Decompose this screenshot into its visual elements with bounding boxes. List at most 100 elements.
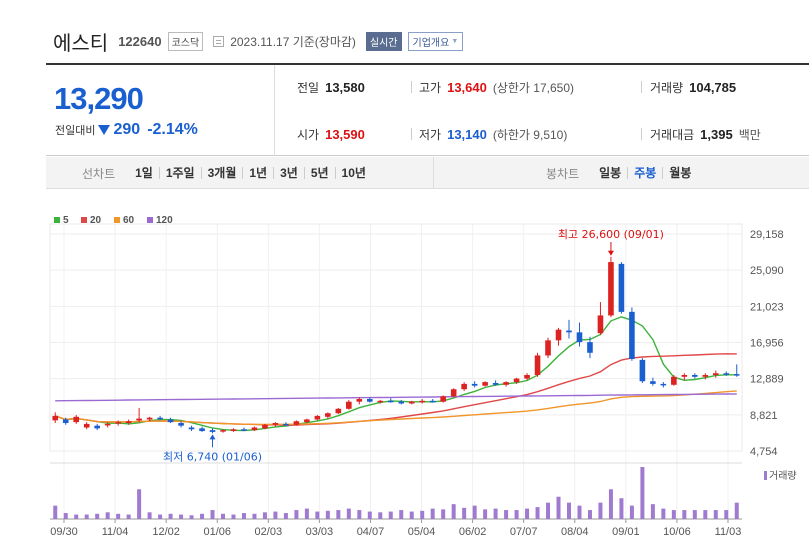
x-tick-label: 06/02 [459,526,487,538]
candle-daily[interactable]: 일봉 [599,166,622,180]
candle-body [534,355,541,376]
candle-body [471,383,478,386]
low-arrow-head [209,434,216,440]
period-5y[interactable]: 5년 [303,167,335,179]
x-tick-label: 03/03 [306,526,334,538]
candle-body [230,429,237,432]
x-tick-label: 09/01 [612,526,640,538]
stat-value: 13,640 [447,80,487,95]
x-tick-label: 04/07 [357,526,385,538]
candle-body [209,430,216,432]
candle-body [513,378,520,383]
candle-body [398,401,405,404]
volume-bar [514,510,519,519]
stat-value: 104,785 [689,80,737,95]
stat-value: 1,395 [700,127,733,142]
candle-body [660,383,667,386]
candle-body [167,419,174,423]
candle-body [220,430,226,432]
volume-bar [703,510,708,519]
candle-body [429,400,436,403]
volume-bar [713,510,718,519]
volume-bar [598,502,603,519]
candle-body [115,422,121,424]
period-3y[interactable]: 3년 [273,167,304,179]
company-info-button[interactable]: 기업개요 ▼ [407,31,464,51]
line-chart-label: 선차트 [82,166,116,181]
candle-body [304,419,310,423]
candle-body [356,399,363,402]
candle-body [272,423,279,425]
volume-bar [629,505,634,519]
calendar-icon [213,35,225,47]
volume-bar [577,505,582,519]
y-tick-label: 29,158 [750,229,784,241]
stat-label: 거래량 [650,81,684,95]
candle-body [136,418,142,421]
current-price: 13,290 [54,81,144,116]
volume-bar [137,489,142,519]
candle-body [325,413,331,417]
candle-body [503,382,509,385]
volume-bar [210,510,215,519]
x-tick-label: 10/06 [663,526,691,538]
candle-body [712,373,719,376]
volume-bar [367,511,372,519]
divider [411,81,412,93]
y-tick-label: 12,889 [750,374,784,386]
lower-limit: (하한가 9,510) [492,128,568,142]
candle-body [335,408,342,414]
period-1d[interactable]: 1일 [135,166,153,180]
volume-bar [116,513,121,519]
candle-weekly[interactable]: 주봉 [627,167,662,179]
volume-bar [74,514,79,519]
volume-bar [587,510,592,519]
volume-bar [734,502,739,519]
volume-bar [441,509,446,519]
header-divider [46,63,809,65]
candle-body [450,389,457,397]
candle-body [178,423,184,426]
candlestick-chart[interactable]: 29,158 25,090 21,023 16,956 12,889 8,821 4,754… [46,205,809,540]
volume-bar [409,511,414,519]
period-1y[interactable]: 1년 [242,167,273,179]
stat-value: 13,140 [447,127,487,142]
volume-bar [556,496,561,519]
stock-name: 에스티 [53,30,109,55]
candle-body [188,427,195,430]
realtime-button[interactable]: 실시간 [365,31,402,51]
candle-body [293,421,300,425]
caret-down-icon: ▼ [451,37,459,45]
x-tick-label: 01/06 [203,526,231,538]
period-1w[interactable]: 1주일 [158,167,201,179]
candle-body [146,417,153,420]
stock-code: 122640 [118,33,162,49]
volume-label: 거래량 [769,470,797,482]
period-10y[interactable]: 10년 [334,167,372,179]
candle-monthly[interactable]: 월봉 [662,167,697,179]
volume-bar [294,510,299,519]
stat-unit: 백만 [738,128,761,142]
volume-bar [262,512,267,519]
candle-body [639,359,646,382]
volume-bar [283,513,288,519]
legend-label: 120 [156,215,173,226]
legend-label: 5 [63,215,69,226]
market-badge: 코스닥 [167,31,204,51]
volume-bar [126,514,131,519]
candle-body [482,382,488,386]
candle-body [314,415,321,420]
legend-swatch [114,217,120,223]
stat-label: 저가 [419,128,442,142]
low-annotation: 최저 6,740 (01/06) [163,450,262,463]
candle-body [629,311,635,360]
volume-bar [325,510,330,519]
volume-bar [304,508,309,519]
volume-bar [231,514,236,519]
volume-bar [420,510,425,519]
volume-bar [650,504,655,519]
volume-bar [63,513,68,519]
stat-amount: 거래대금 1,395 백만 [650,126,761,143]
y-tick-label: 25,090 [750,265,784,277]
period-3m[interactable]: 3개월 [200,167,243,179]
